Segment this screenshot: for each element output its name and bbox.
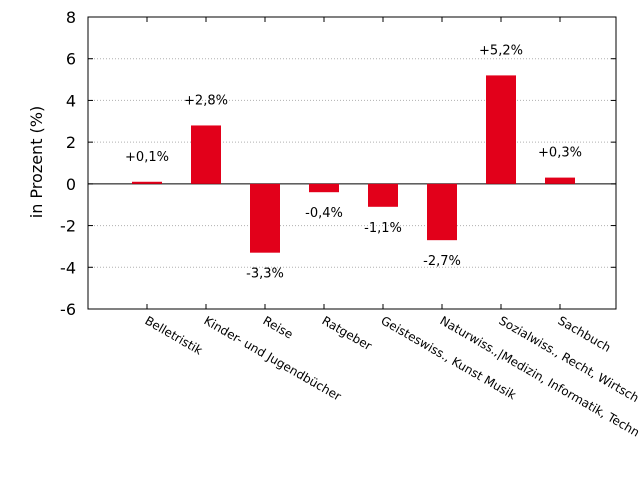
data-labels: +0,1% +2,8% -3,3% -0,4% -1,1% -2,7% +5,2% +0,3% [125,43,582,281]
y-axis-title: in Prozent (%) [27,106,46,218]
bar [427,183,457,241]
y-tick-label: -4 [60,258,76,277]
bar [486,75,516,184]
bar [250,183,280,253]
data-label: -0,4% [305,206,343,221]
y-axis-ticks: -6 -4 -2 0 2 4 6 8 [60,8,616,319]
data-label: +2,8% [184,93,228,108]
grid-lines [88,58,616,268]
bar [191,125,221,184]
y-tick-label: 4 [66,91,76,110]
bar [132,181,162,184]
data-label: +5,2% [479,43,523,58]
bar [309,183,339,193]
category-label: Reise [261,313,296,341]
x-axis-ticks [146,17,561,309]
data-label: +0,3% [538,146,582,161]
plot-frame [87,16,617,310]
data-label: -1,1% [364,221,402,236]
y-tick-label: -2 [60,217,76,236]
bar [545,177,575,184]
data-label: +0,1% [125,150,169,165]
y-tick-label: 8 [66,8,76,27]
category-label: Belletristik [143,313,205,357]
y-tick-label: -6 [60,300,76,319]
y-tick-label: 2 [66,133,76,152]
y-tick-label: 0 [66,175,76,194]
category-label: Ratgeber [320,313,375,353]
bar [368,183,398,207]
bars [132,75,575,253]
data-label: -3,3% [246,267,284,282]
data-label: -2,7% [423,254,461,269]
y-tick-label: 6 [66,50,76,69]
